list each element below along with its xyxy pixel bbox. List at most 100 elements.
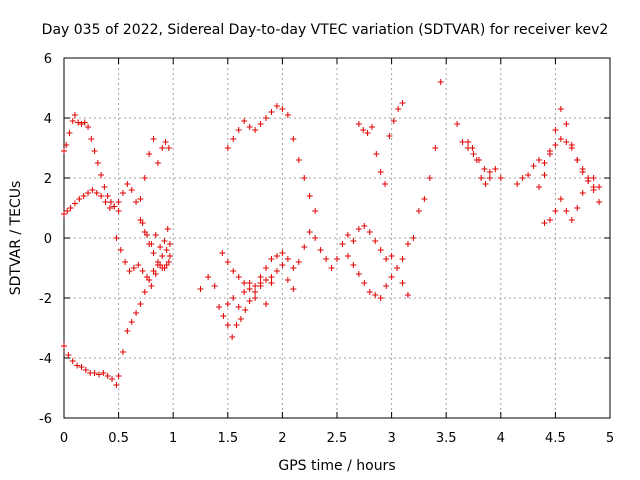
data-point xyxy=(383,256,390,262)
data-point xyxy=(101,184,108,190)
series-sat-k xyxy=(344,253,411,301)
y-tick-label: 0 xyxy=(44,232,52,247)
x-tick-labels: 0 0.5 1 1.5 2 2.5 3 3.5 4 4.5 5 xyxy=(60,431,614,446)
data-point xyxy=(541,220,548,226)
data-point xyxy=(552,127,559,133)
data-point xyxy=(399,256,406,262)
data-point xyxy=(161,265,168,271)
data-point xyxy=(372,238,379,244)
data-point xyxy=(143,232,150,238)
data-point xyxy=(382,181,389,187)
data-point xyxy=(257,283,264,289)
series-sat-f xyxy=(139,220,171,250)
series-sat-o xyxy=(465,139,493,187)
data-point xyxy=(94,160,101,166)
data-point xyxy=(78,364,85,370)
data-point xyxy=(361,223,368,229)
data-point xyxy=(312,208,319,214)
data-point xyxy=(486,169,493,175)
data-point xyxy=(596,199,603,205)
data-point xyxy=(536,157,543,163)
data-point xyxy=(235,127,242,133)
data-point xyxy=(552,142,559,148)
data-point xyxy=(76,196,83,202)
x-tick-label: 0.5 xyxy=(108,431,129,446)
data-point xyxy=(373,151,380,157)
data-point xyxy=(290,265,297,271)
data-point xyxy=(536,184,543,190)
data-point xyxy=(91,370,98,376)
series-sat-j xyxy=(224,280,275,310)
data-point xyxy=(404,292,411,298)
data-point xyxy=(81,119,88,126)
data-point xyxy=(69,358,76,364)
x-tick-label: 4 xyxy=(497,431,505,446)
data-point xyxy=(290,136,297,142)
data-point xyxy=(273,268,280,274)
data-point xyxy=(237,316,244,322)
data-point xyxy=(388,274,395,280)
data-point xyxy=(220,313,227,319)
series-sat-p xyxy=(514,136,603,205)
data-point xyxy=(111,203,118,210)
data-point xyxy=(390,118,397,124)
data-point xyxy=(563,208,570,214)
data-point xyxy=(497,175,504,181)
series-sat-h xyxy=(219,223,395,292)
data-point xyxy=(224,301,231,307)
data-point xyxy=(148,241,155,247)
series-sat-q xyxy=(541,175,603,226)
data-point xyxy=(355,121,362,127)
axis-ticks xyxy=(63,57,611,419)
data-point xyxy=(552,208,559,214)
series-sat-e xyxy=(137,136,172,202)
data-point xyxy=(139,220,146,226)
data-point xyxy=(75,119,82,126)
data-point xyxy=(312,235,319,241)
data-point xyxy=(284,277,291,283)
data-point xyxy=(93,190,100,196)
data-point xyxy=(64,208,71,214)
data-point xyxy=(235,304,242,310)
data-point xyxy=(541,160,548,166)
y-tick-label: -4 xyxy=(39,352,52,367)
data-point xyxy=(372,292,379,298)
data-point xyxy=(579,166,586,172)
data-point xyxy=(366,289,373,295)
data-point xyxy=(295,259,302,265)
data-point xyxy=(69,118,76,124)
data-point xyxy=(74,362,81,369)
data-point xyxy=(546,148,553,154)
data-point xyxy=(61,211,67,217)
y-tick-labels: -6 -4 -2 0 2 4 6 xyxy=(39,52,52,427)
data-point xyxy=(585,175,592,181)
data-point xyxy=(117,247,124,253)
data-point xyxy=(119,349,126,355)
data-point xyxy=(541,172,548,178)
data-point xyxy=(344,253,351,259)
data-point xyxy=(323,256,330,262)
data-point xyxy=(252,289,259,295)
chart-title: Day 035 of 2022, Sidereal Day-to-day VTE… xyxy=(42,22,609,38)
data-point xyxy=(568,142,575,148)
data-point xyxy=(141,175,148,181)
x-tick-label: 2.5 xyxy=(327,431,348,446)
data-point xyxy=(161,238,168,244)
data-point xyxy=(246,124,253,130)
data-point xyxy=(152,271,159,277)
data-point xyxy=(361,280,368,286)
data-point xyxy=(128,319,135,325)
x-tick-label: 5 xyxy=(606,431,614,446)
data-point xyxy=(139,268,146,274)
data-point xyxy=(130,265,137,271)
data-point xyxy=(596,184,603,190)
series-sat-a xyxy=(61,241,173,388)
data-point xyxy=(89,187,96,193)
data-point xyxy=(157,262,164,268)
data-point xyxy=(519,175,526,181)
data-point xyxy=(252,283,259,289)
data-point xyxy=(235,274,242,280)
data-point xyxy=(109,376,116,382)
series-sat-i xyxy=(224,103,319,214)
